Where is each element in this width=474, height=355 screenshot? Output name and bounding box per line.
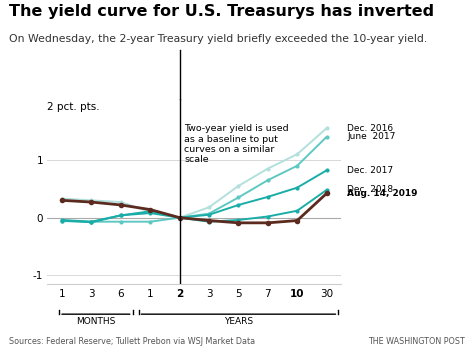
Text: 7: 7 [264,289,271,299]
Text: 10: 10 [290,289,304,299]
Text: 5: 5 [235,289,242,299]
Text: Aug. 14, 2019: Aug. 14, 2019 [347,189,418,198]
Text: Sources: Federal Reserve; Tullett Prebon via WSJ Market Data: Sources: Federal Reserve; Tullett Prebon… [9,337,255,346]
Text: 6: 6 [118,289,124,299]
Text: 30: 30 [320,289,333,299]
Text: The yield curve for U.S. Treasurys has inverted: The yield curve for U.S. Treasurys has i… [9,4,435,18]
Text: 1: 1 [59,289,65,299]
Text: 3: 3 [88,289,95,299]
Text: 2: 2 [176,289,183,299]
Text: Dec. 2018: Dec. 2018 [347,185,393,195]
Text: Two-year yield is used
as a baseline to put
curves on a similar
scale: Two-year yield is used as a baseline to … [184,124,289,164]
Text: 3: 3 [206,289,212,299]
Text: THE WASHINGTON POST: THE WASHINGTON POST [368,337,465,346]
Text: 2 pct. pts.: 2 pct. pts. [47,102,100,112]
Text: Dec. 2016: Dec. 2016 [347,124,393,133]
Text: YEARS: YEARS [224,317,253,326]
Text: June  2017: June 2017 [347,132,395,141]
Text: 1: 1 [147,289,154,299]
Text: Dec. 2017: Dec. 2017 [347,166,393,175]
Text: On Wednesday, the 2-year Treasury yield briefly exceeded the 10-year yield.: On Wednesday, the 2-year Treasury yield … [9,34,428,44]
Text: MONTHS: MONTHS [76,317,116,326]
